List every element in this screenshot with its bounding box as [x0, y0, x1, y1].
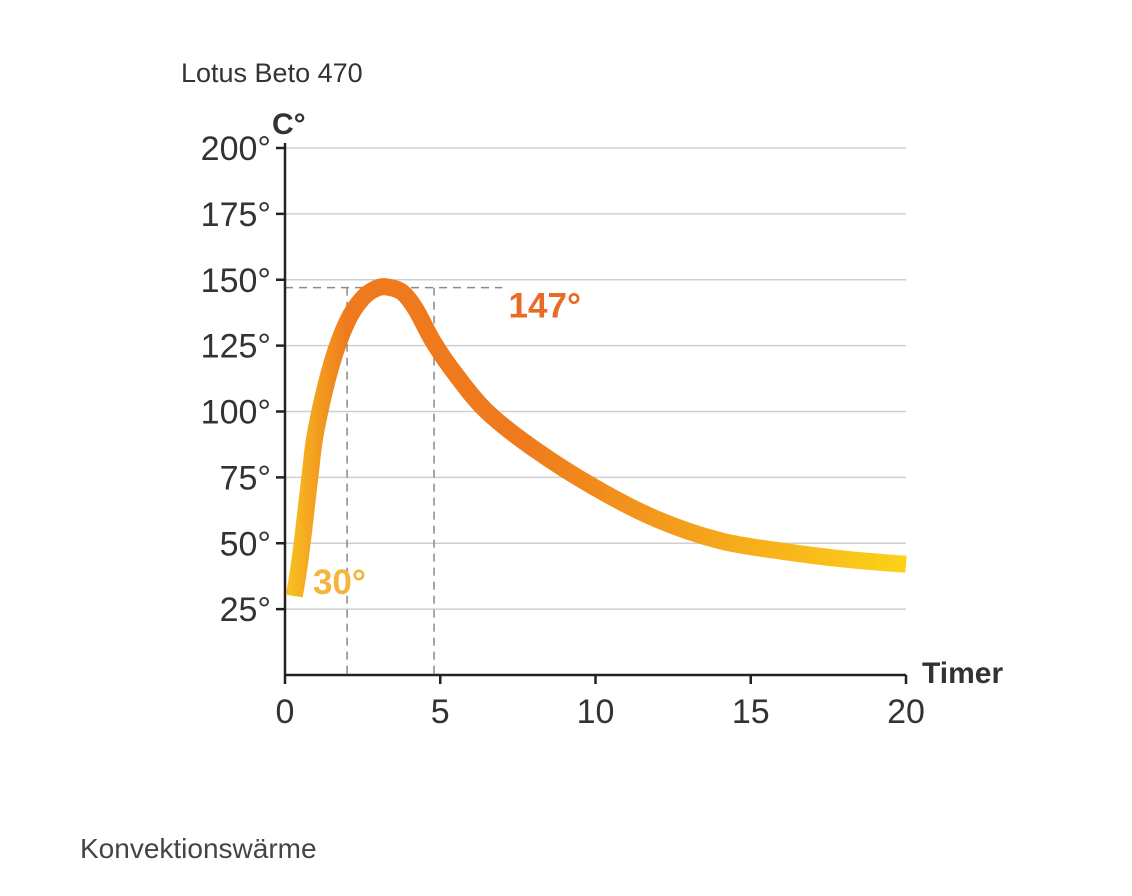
x-axis-label: Timer: [922, 657, 1003, 690]
y-tick-label-75: 75°: [220, 459, 271, 497]
peak-value-label: 147°: [509, 286, 581, 325]
gridlines: [285, 147, 906, 610]
y-tick-label-175: 175°: [201, 196, 271, 234]
temperature-curve: [285, 278, 907, 598]
series: [285, 278, 907, 598]
chart-title: Lotus Beto 470: [181, 58, 363, 88]
x-tick-label-15: 15: [732, 693, 770, 731]
x-tick-label-20: 20: [887, 693, 925, 731]
x-tick-label-0: 0: [276, 693, 295, 731]
x-tick-label-5: 5: [431, 693, 450, 731]
y-tick-label-100: 100°: [201, 394, 271, 432]
dashed-guides: [285, 286, 503, 675]
x-tick-label-10: 10: [577, 693, 615, 731]
figure-caption: Konvektionswärme: [80, 833, 317, 864]
y-tick-label-50: 50°: [220, 525, 271, 563]
y-tick-label-25: 25°: [220, 591, 271, 629]
labels: 25° 50° 75° 100° 125° 150° 175° 200° 0 5 10 15 20 C° T…: [181, 58, 1003, 731]
y-tick-label-200: 200°: [201, 130, 271, 168]
y-axis-label: C°: [272, 108, 306, 141]
start-value-label: 30°: [313, 563, 366, 602]
y-tick-label-150: 150°: [201, 262, 271, 300]
axes: [276, 143, 908, 684]
y-tick-label-125: 125°: [201, 328, 271, 366]
